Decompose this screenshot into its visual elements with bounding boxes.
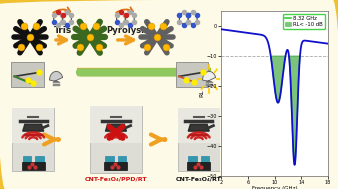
Bar	[105, 156, 114, 163]
Bar	[35, 156, 44, 163]
Polygon shape	[202, 71, 216, 82]
Bar	[23, 156, 31, 163]
Bar	[178, 108, 220, 143]
Bar	[118, 156, 126, 163]
Bar	[188, 156, 197, 163]
Polygon shape	[188, 124, 209, 131]
Text: CNT-Fe₃O₄/RT: CNT-Fe₃O₄/RT	[176, 176, 222, 181]
Polygon shape	[23, 124, 44, 131]
Bar	[201, 156, 209, 163]
Text: Tris: Tris	[54, 26, 72, 35]
Bar	[12, 108, 54, 171]
Polygon shape	[50, 71, 63, 82]
Bar	[176, 62, 208, 87]
Bar	[11, 62, 44, 87]
Bar	[90, 105, 142, 174]
Bar	[187, 162, 210, 170]
Bar	[178, 108, 220, 171]
Text: CNT-Fe₃O₄/PPD/RT: CNT-Fe₃O₄/PPD/RT	[85, 176, 147, 181]
Polygon shape	[105, 124, 126, 131]
Bar	[12, 108, 54, 143]
X-axis label: Frequency (GHz): Frequency (GHz)	[252, 186, 297, 189]
Bar	[90, 105, 142, 143]
Bar	[22, 162, 45, 170]
Bar	[104, 162, 127, 170]
Text: Pyrolysis: Pyrolysis	[106, 26, 149, 35]
Y-axis label: RL: RL	[199, 90, 204, 98]
Legend: 8.32 GHz, RL< -10 dB: 8.32 GHz, RL< -10 dB	[283, 14, 325, 29]
